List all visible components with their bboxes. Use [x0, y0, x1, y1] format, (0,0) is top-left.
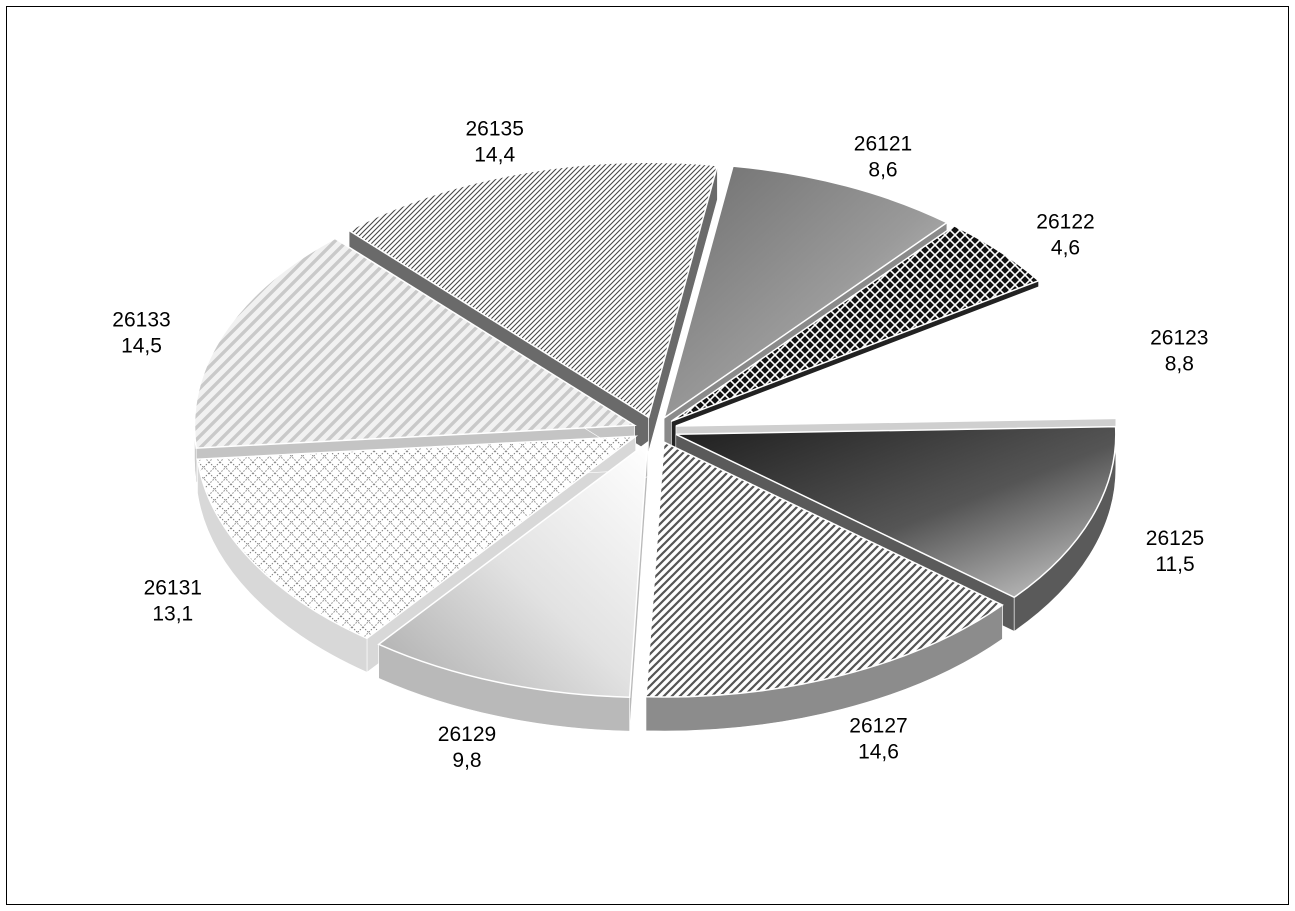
slice-name: 26135	[465, 118, 523, 141]
slice-name: 26127	[849, 715, 907, 738]
slice-value: 9,8	[452, 749, 481, 772]
slice-name: 26121	[854, 133, 912, 156]
pie-slice-26127	[645, 440, 1004, 698]
slice-label-26123: 26123 8,8	[1150, 327, 1208, 376]
slice-name: 26133	[112, 309, 170, 332]
slice-name: 26122	[1036, 211, 1094, 234]
slice-name: 26125	[1146, 527, 1204, 550]
pie-slice-26125	[675, 425, 1117, 599]
slice-value: 11,5	[1155, 553, 1194, 576]
pie-slice-26129	[377, 440, 649, 698]
slice-name: 26123	[1150, 327, 1208, 350]
pie-slice-26122	[670, 224, 1041, 422]
pie-slice-26131	[196, 435, 639, 640]
pie-slice-26121	[662, 165, 949, 420]
slice-value: 14,4	[474, 144, 515, 167]
slice-label-26121: 26121 8,6	[854, 133, 912, 182]
slice-value: 4,6	[1051, 237, 1080, 260]
slice-label-26129: 26129 9,8	[438, 723, 496, 772]
slice-name: 26129	[438, 723, 496, 746]
slice-label-26122: 26122 4,6	[1036, 211, 1094, 260]
slice-value: 8,6	[868, 159, 897, 182]
slice-value: 14,6	[858, 741, 899, 764]
slice-value: 8,8	[1165, 353, 1194, 376]
slice-label-26135: 26135 14,4	[465, 118, 523, 167]
slice-label-26125: 26125 11,5	[1146, 527, 1204, 576]
slice-value: 13,1	[152, 603, 193, 626]
slice-value: 14,5	[121, 335, 162, 358]
slice-label-26133: 26133 14,5	[112, 309, 170, 358]
slice-name: 26131	[144, 577, 202, 600]
slice-label-26127: 26127 14,6	[849, 715, 907, 764]
pie-slice-26123	[675, 284, 1117, 427]
pie-slice-26135	[347, 161, 719, 419]
slice-label-26131: 26131 13,1	[144, 577, 202, 626]
pie-slice-26133	[193, 237, 637, 449]
